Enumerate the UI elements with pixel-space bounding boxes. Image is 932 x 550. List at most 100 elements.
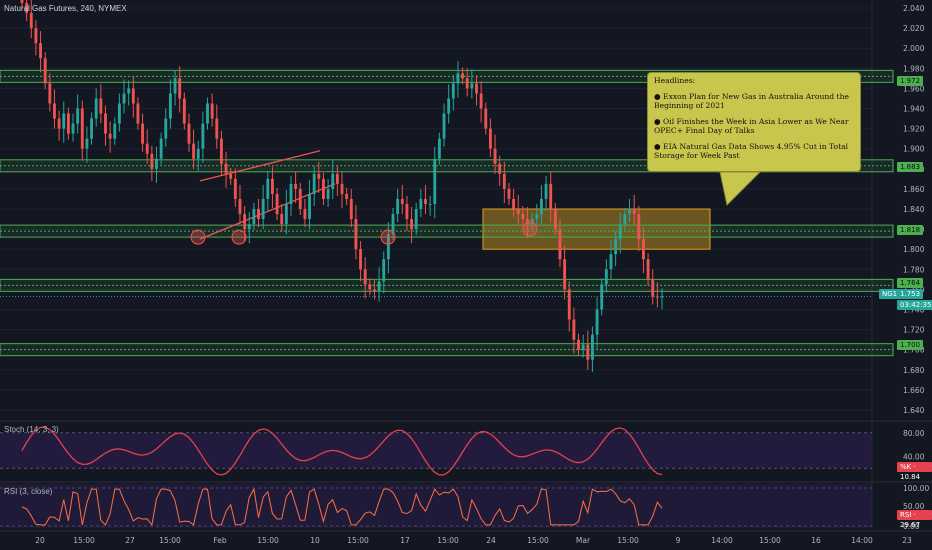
y-tick-label: 1.900 <box>903 145 925 154</box>
candle-body <box>53 103 56 119</box>
headlines-box: Headlines: ● Exxon Plan for New Gas in A… <box>647 72 861 172</box>
y-tick-label: 1.840 <box>903 205 925 214</box>
candle-body <box>122 93 126 104</box>
level-tag: 1.972 <box>897 76 924 86</box>
headlines-pointer <box>719 171 762 207</box>
candle-body <box>642 239 645 260</box>
candle-body <box>164 118 168 139</box>
x-tick-label: 15:00 <box>617 536 639 545</box>
candle-body <box>275 193 279 215</box>
candle-body <box>614 239 618 255</box>
candle-body <box>317 173 321 179</box>
candle-body <box>433 158 437 204</box>
candle-body <box>127 88 131 94</box>
candle-body <box>512 198 516 209</box>
candle-body <box>238 198 242 215</box>
candle-body <box>604 269 608 285</box>
candle-body <box>563 259 567 290</box>
stoch-value-tag: %K · 10.84 <box>897 462 932 481</box>
y-tick-label: 1.780 <box>903 265 925 274</box>
candle-body <box>71 123 75 134</box>
candle-body <box>470 83 474 89</box>
y-tick-label: 1.700 <box>903 346 925 355</box>
stoch-value: 10.84 <box>900 473 921 481</box>
candle-body <box>493 148 497 164</box>
y-tick-label: 1.940 <box>903 105 925 114</box>
candle-body <box>266 178 270 199</box>
candle-body <box>618 224 622 240</box>
candle-body <box>182 98 186 124</box>
candle-body <box>590 334 594 360</box>
headline-item: ● Exxon Plan for New Gas in Australia Ar… <box>654 92 849 110</box>
candle-body <box>349 198 353 220</box>
stoch-line <box>21 426 663 476</box>
candle-body <box>187 123 191 144</box>
x-tick-label: 10 <box>310 536 320 545</box>
candle-body <box>85 138 89 149</box>
candle-body <box>34 28 38 44</box>
candle-body <box>405 203 409 220</box>
candle-body <box>595 309 599 335</box>
candle-body <box>308 193 311 220</box>
candle-body <box>377 281 381 292</box>
x-tick-label: 15:00 <box>347 536 369 545</box>
candle-body <box>155 158 158 169</box>
candle-body <box>247 224 251 230</box>
candle-body <box>447 98 451 114</box>
candle-body <box>257 209 260 220</box>
candle-body <box>196 148 200 159</box>
candle-body <box>131 88 135 104</box>
candle-body <box>219 138 223 164</box>
candle-body <box>437 138 441 159</box>
candle-body <box>331 173 335 189</box>
candle-body <box>646 259 650 280</box>
candle-body <box>526 219 529 225</box>
candle-body <box>451 83 455 99</box>
y-tick-label: 2.040 <box>903 4 925 13</box>
candle-body <box>414 209 418 230</box>
rsi-value-tag: RSI · 29.67 <box>897 510 932 529</box>
candle-body <box>498 163 502 174</box>
candle-body <box>233 178 237 199</box>
candle-body <box>303 209 307 220</box>
candle-body <box>632 209 636 215</box>
candle-body <box>539 198 543 215</box>
candle-body <box>428 203 432 205</box>
x-tick-label: 20 <box>35 536 45 545</box>
candle-body <box>586 344 590 360</box>
candle-body <box>113 123 117 139</box>
candle-body <box>382 259 386 282</box>
headline-item: ● Oil Finishes the Week in Asia Lower as… <box>654 117 849 135</box>
candle-body <box>99 98 103 114</box>
pivot-marker <box>190 229 206 245</box>
headlines-title: Headlines: <box>654 76 696 85</box>
y-tick-label: 2.000 <box>903 44 925 53</box>
x-tick-label: 14:00 <box>711 536 733 545</box>
stoch-tick: 40.00 <box>903 452 925 461</box>
rsi-tick: 0.00 <box>903 522 920 531</box>
candle-body <box>651 279 655 297</box>
candle-body <box>558 229 562 260</box>
current-price-tag: 1.753 <box>897 289 924 299</box>
candle-body <box>206 103 209 124</box>
candle-body <box>312 173 316 194</box>
candle-body <box>581 344 585 350</box>
candle-body <box>136 103 140 124</box>
candle-body <box>567 289 571 320</box>
candle-body <box>322 178 325 199</box>
candle-body <box>386 234 390 260</box>
symbol-tag: NG1! <box>879 289 903 299</box>
headline-item: ● EIA Natural Gas Data Shows 4.95% Cut i… <box>654 142 849 160</box>
candle-body <box>484 108 488 129</box>
y-tick-label: 1.800 <box>903 245 925 254</box>
candle-body <box>201 123 205 149</box>
candle-body <box>660 296 664 298</box>
x-tick-label: 15:00 <box>437 536 459 545</box>
candle-body <box>178 78 182 99</box>
candle-body <box>628 209 631 215</box>
channel-line <box>199 150 321 182</box>
candle-body <box>243 214 247 230</box>
candle-body <box>294 183 298 189</box>
